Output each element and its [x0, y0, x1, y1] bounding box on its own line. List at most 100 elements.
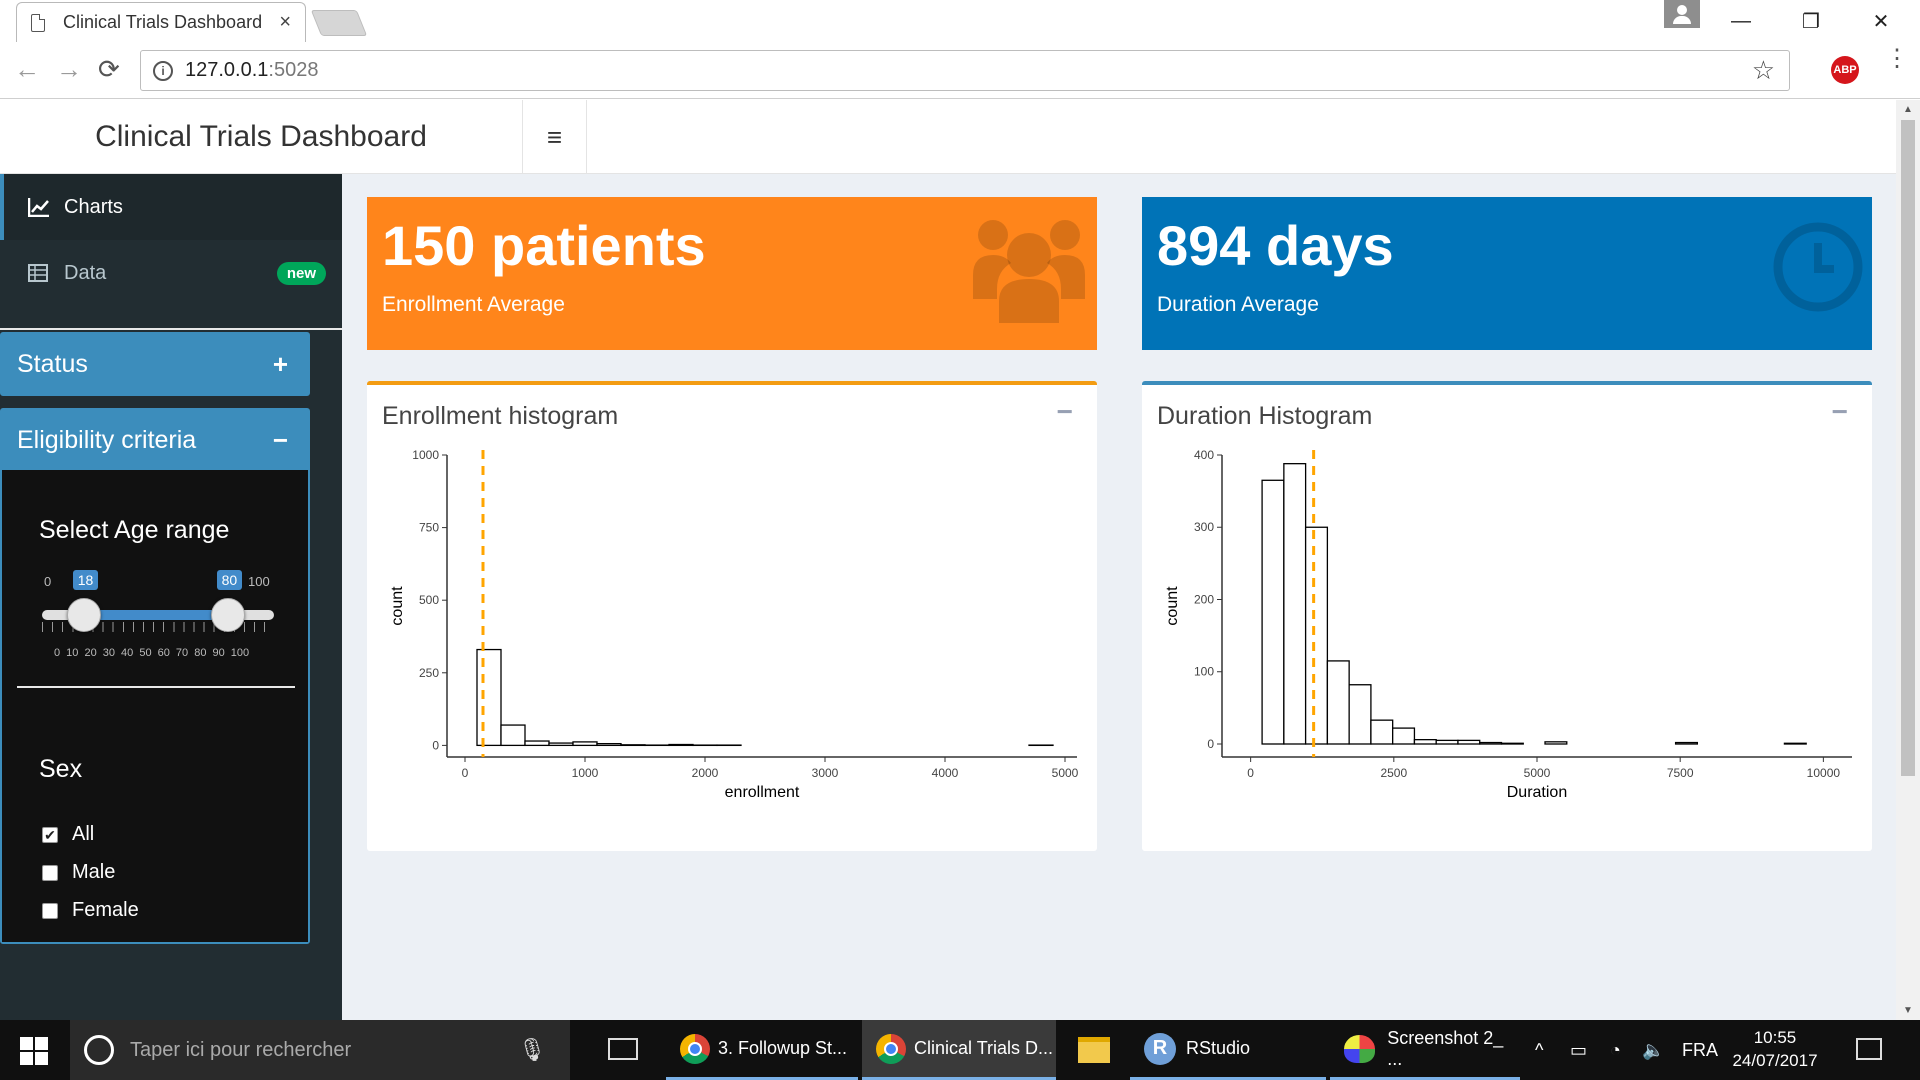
y-axis-title: count [1164, 586, 1181, 626]
age-slider-min: 0 [44, 574, 52, 589]
scrollbar-thumb[interactable] [1901, 120, 1915, 776]
reload-button[interactable]: ⟳ [98, 54, 120, 84]
x-tick-label: 5000 [1052, 766, 1079, 780]
histogram-bar [1435, 739, 1459, 745]
y-axis-title: count [389, 586, 406, 626]
y-tick-label: 500 [419, 593, 439, 607]
new-tab-button[interactable] [310, 10, 368, 36]
duration-value-box: 894 days Duration Average [1142, 197, 1872, 350]
checkbox-all[interactable]: ✔ [42, 826, 58, 843]
eligibility-box-body: Select Age range 0 100 18 80 0 10 20 30 … [2, 470, 308, 942]
adblock-icon[interactable]: ABP [1831, 56, 1859, 84]
collapse-icon[interactable]: − [272, 424, 288, 455]
back-button[interactable]: ← [14, 54, 40, 84]
microphone-icon[interactable]: 🎙 [518, 1037, 546, 1062]
taskbar-search[interactable]: Taper ici pour rechercher 🎙 [70, 1020, 570, 1080]
taskbar-app-paint[interactable]: Screenshot 2_ ... [1330, 1020, 1520, 1080]
sidebar-item-label: Charts [64, 195, 123, 218]
users-icon [971, 213, 1087, 328]
histogram-bar [1500, 742, 1524, 745]
battery-icon[interactable]: ▭ [1570, 1039, 1588, 1060]
duration-value: 894 days [1157, 214, 1394, 277]
forward-button[interactable]: → [56, 54, 82, 84]
histogram-bar [572, 741, 598, 747]
rstudio-icon: R [1144, 1032, 1176, 1065]
y-tick-label: 100 [1194, 665, 1214, 679]
scroll-up-arrow[interactable]: ▲ [1903, 104, 1913, 115]
taskbar-clock[interactable]: 10:55 24/07/2017 [1730, 1026, 1820, 1072]
checkbox-male[interactable] [42, 864, 58, 881]
y-tick-label: 200 [1194, 592, 1214, 606]
histogram-bar [1479, 741, 1503, 745]
scroll-down-arrow[interactable]: ▼ [1903, 1005, 1913, 1016]
tray-overflow-icon[interactable]: ^ [1535, 1039, 1544, 1060]
eligibility-box-title: Eligibility criteria [17, 425, 197, 454]
page-icon [31, 13, 45, 32]
eligibility-box-header[interactable]: Eligibility criteria − [2, 410, 308, 470]
sidebar: Charts Data new Status + Eligibility cri… [0, 174, 342, 1020]
sidebar-toggle-button[interactable]: ≡ [523, 100, 587, 174]
expand-icon[interactable]: + [272, 348, 288, 379]
collapse-icon[interactable]: − [1056, 396, 1073, 427]
enrollment-value: 150 patients [382, 214, 706, 277]
age-from-handle[interactable] [66, 598, 101, 632]
histogram-bar [620, 744, 646, 747]
task-view-icon[interactable] [608, 1038, 638, 1060]
sex-option-female[interactable]: Female [42, 899, 139, 922]
taskbar-app-followup[interactable]: 3. Followup St... [666, 1020, 858, 1080]
page-scrollbar[interactable]: ▲ ▼ [1896, 100, 1920, 1020]
y-tick-label: 0 [432, 738, 439, 752]
address-bar[interactable]: i 127.0.0.1 :5028 ☆ [140, 50, 1790, 91]
sex-option-male[interactable]: Male [42, 861, 115, 884]
enrollment-histogram-box: Enrollment histogram − 0 250 500 750 1000 0 10… [367, 381, 1097, 851]
taskbar-app-label: Screenshot 2_ ... [1387, 1027, 1504, 1069]
status-box-header[interactable]: Status + [2, 334, 308, 394]
dashboard-page: Clinical Trials Dashboard ≡ Charts Data … [0, 100, 1896, 1020]
sidebar-item-charts[interactable]: Charts [0, 174, 342, 240]
language-indicator[interactable]: FRA [1682, 1039, 1718, 1060]
wifi-icon[interactable]: ◔ [1610, 1039, 1621, 1060]
eligibility-box: Eligibility criteria − Select Age range … [0, 408, 310, 944]
age-slider-ticks [42, 622, 274, 632]
x-tick-label: 0 [1247, 766, 1254, 780]
bookmark-star-icon[interactable]: ☆ [1751, 55, 1775, 85]
browser-tab[interactable]: Clinical Trials Dashboard × [16, 2, 306, 42]
windows-start-icon[interactable] [20, 1037, 48, 1065]
restore-button[interactable]: ❐ [1802, 10, 1820, 33]
paint-icon [1344, 1034, 1376, 1063]
histogram-bar [500, 724, 526, 747]
sidebar-item-data[interactable]: Data new [0, 240, 342, 306]
histogram-bar [1674, 741, 1699, 745]
histogram-bar [596, 742, 622, 747]
x-tick-label: 4000 [932, 766, 959, 780]
chrome-icon [876, 1033, 906, 1064]
x-tick-label: 7500 [1667, 766, 1694, 780]
enrollment-histogram-chart: 0 250 500 750 1000 0 1000 2000 3000 4000 5000 enrol… [389, 448, 1079, 801]
file-explorer-icon [1078, 1037, 1110, 1063]
minimize-button[interactable]: — [1731, 9, 1751, 32]
histogram-bar [1783, 742, 1807, 745]
tab-close-icon[interactable]: × [279, 11, 291, 33]
clock-date: 24/07/2017 [1732, 1051, 1818, 1070]
age-to-handle[interactable] [210, 598, 245, 632]
dashboard-header: Clinical Trials Dashboard ≡ [0, 100, 1896, 174]
sex-option-label: Male [72, 861, 116, 883]
browser-menu-icon[interactable]: ⋮ [1885, 45, 1909, 72]
x-tick-label: 2000 [692, 766, 719, 780]
notifications-icon[interactable] [1856, 1038, 1882, 1060]
checkbox-female[interactable] [42, 902, 58, 919]
taskbar-app-label: RStudio [1186, 1038, 1251, 1058]
x-tick-label: 1000 [572, 766, 599, 780]
search-placeholder: Taper ici pour rechercher [130, 1038, 352, 1061]
volume-icon[interactable]: 🔈 [1642, 1039, 1665, 1060]
info-icon[interactable]: i [153, 60, 173, 81]
taskbar-app-rstudio[interactable]: R RStudio [1130, 1020, 1326, 1080]
taskbar-app-explorer[interactable] [1060, 1020, 1130, 1080]
sex-option-all[interactable]: ✔ All [42, 823, 94, 846]
profile-head-icon [1677, 5, 1687, 15]
collapse-icon[interactable]: − [1831, 396, 1848, 427]
table-icon [28, 264, 52, 282]
window-close-button[interactable]: ✕ [1872, 10, 1890, 33]
profile-button[interactable] [1664, 0, 1700, 28]
taskbar-app-dashboard[interactable]: Clinical Trials D... [862, 1020, 1056, 1080]
